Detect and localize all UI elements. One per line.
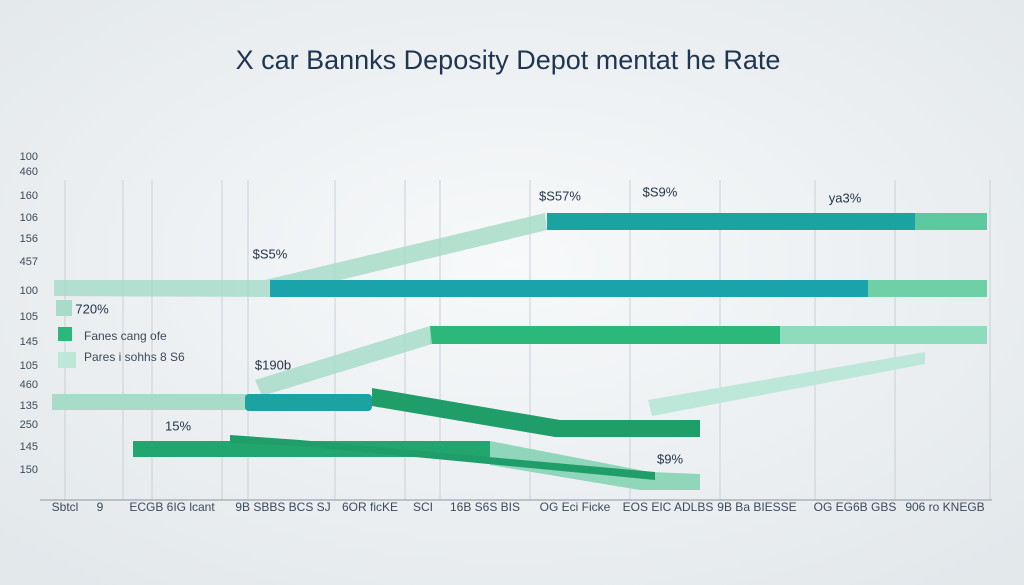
y-tick-label: 250 xyxy=(20,419,38,431)
legend-label: Pares i sohhs 8 S6 xyxy=(84,350,185,364)
ribbon xyxy=(255,326,432,396)
ribbon xyxy=(245,394,372,411)
ribbon xyxy=(372,388,700,437)
annotation: 720% xyxy=(75,301,109,316)
y-tick-label: 105 xyxy=(20,311,38,323)
y-tick-label: 135 xyxy=(20,400,38,412)
y-tick-label: 100 xyxy=(20,151,38,163)
y-tick-label: 105 xyxy=(20,360,38,372)
x-tick-label: 9 xyxy=(97,500,104,514)
ribbon xyxy=(270,280,868,297)
y-tick-label: 160 xyxy=(20,190,38,202)
annotation: $S57% xyxy=(539,188,581,203)
annotation: 15% xyxy=(165,418,191,433)
ribbon xyxy=(648,352,925,416)
annotation: $S5% xyxy=(253,246,288,261)
ribbons xyxy=(52,213,987,490)
ribbon xyxy=(780,326,987,344)
ribbon xyxy=(430,326,780,344)
ribbon xyxy=(230,435,655,480)
y-tick-label: 100 xyxy=(20,285,38,297)
chart-title: X car Bannks Deposity Depot mentat he Ra… xyxy=(236,45,781,75)
x-tick-label: 906 ro KNEGB xyxy=(905,500,984,514)
ribbon xyxy=(547,213,915,230)
y-tick-label: 106 xyxy=(20,212,38,224)
x-tick-label: 9B SBBS BCS SJ xyxy=(235,500,330,514)
legend-label: Fanes cang ofe xyxy=(84,329,167,343)
y-tick-label: 145 xyxy=(20,441,38,453)
x-tick-label: Sbtcl xyxy=(52,500,79,514)
x-tick-label: ECGB 6IG lcant xyxy=(129,500,215,514)
annotation: $S9% xyxy=(643,184,678,199)
x-tick-label: EOS EIC ADLBS xyxy=(623,500,714,514)
annotation: $9% xyxy=(657,451,683,466)
legend-swatch xyxy=(56,300,72,316)
x-tick-label: OG Eci Ficke xyxy=(540,500,611,514)
x-tick-label: OG EG6B GBS xyxy=(814,500,897,514)
x-tick-label: 9B Ba BIESSE xyxy=(717,500,796,514)
legend-swatch xyxy=(58,327,72,341)
y-tick-label: 460 xyxy=(20,379,38,391)
x-tick-label: 6OR ficKE xyxy=(342,500,398,514)
labels: 100 460 160 106 156 457 100 105 145 105 460 135 250 1… xyxy=(20,151,985,514)
y-tick-label: 156 xyxy=(20,233,38,245)
x-tick-label: SCI xyxy=(413,500,433,514)
y-tick-label: 457 xyxy=(20,256,38,268)
annotation: $190b xyxy=(255,357,291,372)
ribbon xyxy=(868,280,987,297)
ribbon xyxy=(52,394,247,410)
y-tick-label: 460 xyxy=(20,166,38,178)
ribbon xyxy=(915,213,987,230)
annotation: ya3% xyxy=(829,190,862,205)
y-tick-label: 145 xyxy=(20,336,38,348)
legend-swatch xyxy=(58,352,76,368)
y-tick-label: 150 xyxy=(20,464,38,476)
x-tick-label: 16B S6S BIS xyxy=(450,500,520,514)
